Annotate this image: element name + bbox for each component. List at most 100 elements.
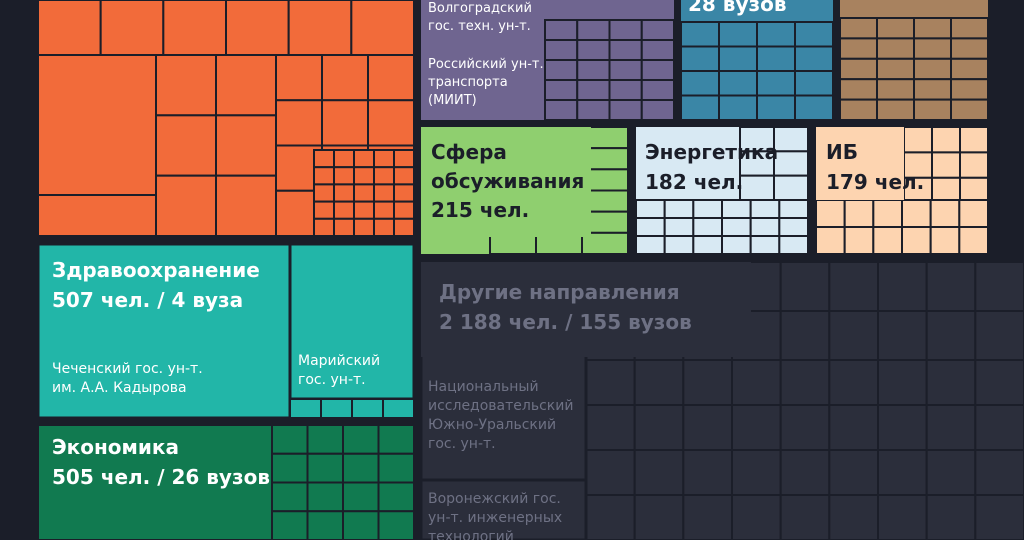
other-cell bbox=[877, 359, 928, 406]
health-university-2: Марийский гос. ун-т. bbox=[298, 353, 381, 388]
health-university-1: Чеченский гос. ун-т. им. А.А. Кадырова bbox=[52, 361, 203, 396]
brown-cell bbox=[876, 78, 915, 101]
energy-cell bbox=[721, 199, 752, 219]
blue-cell bbox=[756, 70, 796, 97]
other-cell bbox=[877, 261, 928, 312]
brown-cell bbox=[950, 57, 989, 81]
orange-cell bbox=[225, 0, 290, 56]
orange-cell bbox=[333, 200, 355, 220]
ib-cell bbox=[815, 226, 846, 255]
other-cell bbox=[585, 449, 636, 496]
orange-cell bbox=[321, 99, 369, 147]
brown-cell bbox=[876, 37, 915, 60]
orange-cell bbox=[215, 174, 277, 238]
economy-title: Экономика bbox=[52, 435, 179, 459]
brown-cell bbox=[839, 17, 878, 40]
economy-cell bbox=[271, 452, 309, 484]
health-title: Здравоохранение bbox=[52, 258, 260, 282]
economy-cell bbox=[377, 452, 415, 484]
other-cell bbox=[779, 404, 831, 451]
ib-cell bbox=[903, 126, 933, 154]
other-cell bbox=[682, 404, 733, 451]
purple-cell bbox=[544, 59, 579, 81]
orange-cell bbox=[162, 0, 227, 56]
orange-cell bbox=[353, 200, 375, 220]
blue-cell bbox=[718, 21, 758, 48]
other-cell bbox=[779, 310, 831, 361]
ib-cell bbox=[959, 126, 989, 154]
other-cell bbox=[779, 261, 831, 312]
orange-cell bbox=[37, 194, 157, 237]
orange-cell bbox=[313, 149, 335, 169]
other-cell bbox=[585, 404, 636, 451]
health-cell bbox=[289, 398, 322, 419]
other-cell bbox=[925, 359, 977, 406]
brown-cell bbox=[876, 17, 915, 40]
economy-cell bbox=[377, 424, 415, 455]
purple-cell bbox=[608, 59, 643, 81]
other-cell bbox=[925, 449, 977, 496]
blue-cell bbox=[718, 94, 758, 121]
orange-cell bbox=[37, 54, 157, 196]
ib-cell bbox=[901, 199, 932, 228]
energy-cell bbox=[778, 199, 809, 219]
other-caption: 2 188 чел. / 155 вузов bbox=[439, 310, 692, 334]
purple-cell bbox=[640, 59, 675, 81]
blue-cell bbox=[680, 70, 720, 97]
purple-cell bbox=[640, 79, 675, 101]
energy-cell bbox=[663, 199, 695, 219]
brown-cell bbox=[950, 78, 989, 101]
blue-caption: 28 вузов bbox=[688, 0, 787, 16]
brown-cell bbox=[839, 57, 878, 81]
other-cell bbox=[779, 494, 831, 540]
purple-cell bbox=[608, 39, 643, 61]
blue-cell bbox=[794, 70, 834, 97]
other-cell bbox=[682, 359, 733, 406]
brown-cell bbox=[839, 78, 878, 101]
brown-cell bbox=[950, 37, 989, 60]
other-university-2: Воронежский гос. ун-т. инженерных технол… bbox=[428, 491, 563, 540]
orange-cell bbox=[215, 54, 277, 117]
other-cell bbox=[828, 404, 879, 451]
orange-cell bbox=[155, 114, 217, 177]
economy-cell bbox=[342, 510, 380, 540]
other-cell bbox=[682, 494, 733, 540]
service-label-area bbox=[421, 127, 591, 237]
blue-cell bbox=[718, 70, 758, 97]
energy-cell bbox=[749, 217, 781, 237]
ib-cell bbox=[958, 199, 989, 228]
orange-cell bbox=[393, 200, 415, 220]
blue-cell bbox=[718, 45, 758, 72]
ib-cell bbox=[872, 199, 903, 228]
service-cell bbox=[581, 231, 629, 255]
orange-cell bbox=[373, 183, 395, 203]
orange-cell bbox=[215, 114, 277, 177]
other-cell bbox=[828, 261, 879, 312]
energy-cell bbox=[739, 174, 775, 202]
ib-cell bbox=[929, 199, 961, 228]
blue-cell bbox=[680, 21, 720, 48]
other-cell bbox=[731, 494, 782, 540]
brown-cell bbox=[913, 98, 952, 121]
orange-cell bbox=[353, 217, 375, 238]
economy-cell bbox=[37, 424, 273, 540]
other-cell bbox=[828, 494, 879, 540]
economy-cell bbox=[271, 510, 309, 540]
energy-cell bbox=[692, 199, 723, 219]
ib-cell bbox=[815, 199, 846, 228]
blue-cell bbox=[680, 45, 720, 72]
orange-cell bbox=[313, 183, 335, 203]
orange-cell bbox=[37, 0, 102, 56]
orange-cell bbox=[367, 54, 415, 102]
ib-cell bbox=[901, 226, 932, 255]
orange-cell bbox=[333, 183, 355, 203]
other-cell bbox=[419, 478, 588, 540]
orange-cell bbox=[393, 183, 415, 203]
orange-cell bbox=[313, 166, 335, 186]
other-cell bbox=[633, 449, 685, 496]
ib-cell bbox=[843, 226, 875, 255]
orange-cell bbox=[393, 149, 415, 169]
orange-cell bbox=[287, 0, 353, 56]
orange-cell bbox=[99, 0, 165, 56]
